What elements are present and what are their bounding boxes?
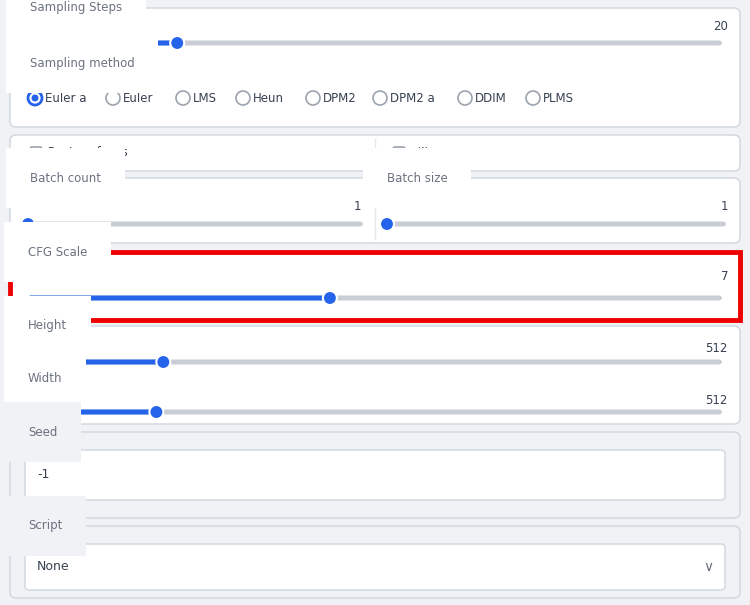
- Bar: [10, 252, 740, 320]
- FancyBboxPatch shape: [28, 359, 164, 364]
- Text: 1: 1: [353, 200, 361, 213]
- FancyBboxPatch shape: [25, 544, 725, 590]
- FancyBboxPatch shape: [10, 326, 740, 424]
- Text: Euler a: Euler a: [45, 91, 86, 105]
- Text: Seed: Seed: [28, 425, 57, 439]
- Circle shape: [176, 91, 190, 105]
- FancyBboxPatch shape: [10, 252, 740, 320]
- Text: Euler: Euler: [123, 91, 154, 105]
- FancyBboxPatch shape: [25, 450, 725, 500]
- Text: Sampling method: Sampling method: [30, 56, 135, 70]
- Text: 512: 512: [706, 394, 728, 407]
- Circle shape: [156, 355, 170, 369]
- Text: 512: 512: [706, 342, 728, 355]
- Text: Restore faces: Restore faces: [48, 146, 128, 160]
- FancyBboxPatch shape: [28, 41, 722, 45]
- Text: ∨: ∨: [703, 560, 713, 574]
- Text: Tiling: Tiling: [411, 146, 443, 160]
- FancyBboxPatch shape: [28, 295, 330, 301]
- Text: PLMS: PLMS: [543, 91, 574, 105]
- Text: Height: Height: [28, 319, 68, 333]
- Text: DDIM: DDIM: [475, 91, 507, 105]
- FancyBboxPatch shape: [10, 526, 740, 598]
- FancyBboxPatch shape: [10, 8, 740, 127]
- Text: Batch size: Batch size: [387, 171, 448, 185]
- Circle shape: [236, 91, 250, 105]
- FancyBboxPatch shape: [28, 410, 722, 414]
- Text: Heun: Heun: [253, 91, 284, 105]
- FancyBboxPatch shape: [30, 147, 42, 159]
- Text: -1: -1: [37, 468, 50, 482]
- Circle shape: [106, 91, 120, 105]
- FancyBboxPatch shape: [10, 135, 740, 171]
- Text: 1: 1: [721, 200, 728, 213]
- Circle shape: [373, 91, 387, 105]
- FancyBboxPatch shape: [10, 178, 740, 243]
- FancyBboxPatch shape: [28, 221, 363, 226]
- Circle shape: [526, 91, 540, 105]
- Circle shape: [149, 405, 164, 419]
- FancyBboxPatch shape: [28, 41, 177, 45]
- Circle shape: [170, 36, 184, 50]
- Circle shape: [323, 291, 337, 305]
- Text: Width: Width: [28, 371, 62, 385]
- Text: DPM2: DPM2: [323, 91, 357, 105]
- Text: 7: 7: [721, 270, 728, 283]
- Circle shape: [380, 217, 394, 231]
- Text: Script: Script: [28, 520, 62, 532]
- Text: 20: 20: [713, 20, 728, 33]
- Circle shape: [28, 91, 42, 105]
- Text: None: None: [37, 560, 70, 574]
- Text: LMS: LMS: [193, 91, 217, 105]
- Text: DPM2 a: DPM2 a: [390, 91, 435, 105]
- Text: Batch count: Batch count: [30, 171, 101, 185]
- FancyBboxPatch shape: [10, 432, 740, 518]
- FancyBboxPatch shape: [387, 221, 726, 226]
- Circle shape: [306, 91, 320, 105]
- FancyBboxPatch shape: [393, 147, 405, 159]
- FancyBboxPatch shape: [28, 295, 722, 301]
- Circle shape: [21, 217, 35, 231]
- Text: Sampling Steps: Sampling Steps: [30, 1, 122, 15]
- Circle shape: [28, 91, 42, 105]
- FancyBboxPatch shape: [28, 359, 722, 364]
- Circle shape: [458, 91, 472, 105]
- Text: CFG Scale: CFG Scale: [28, 246, 87, 258]
- Circle shape: [32, 94, 38, 102]
- FancyBboxPatch shape: [28, 410, 157, 414]
